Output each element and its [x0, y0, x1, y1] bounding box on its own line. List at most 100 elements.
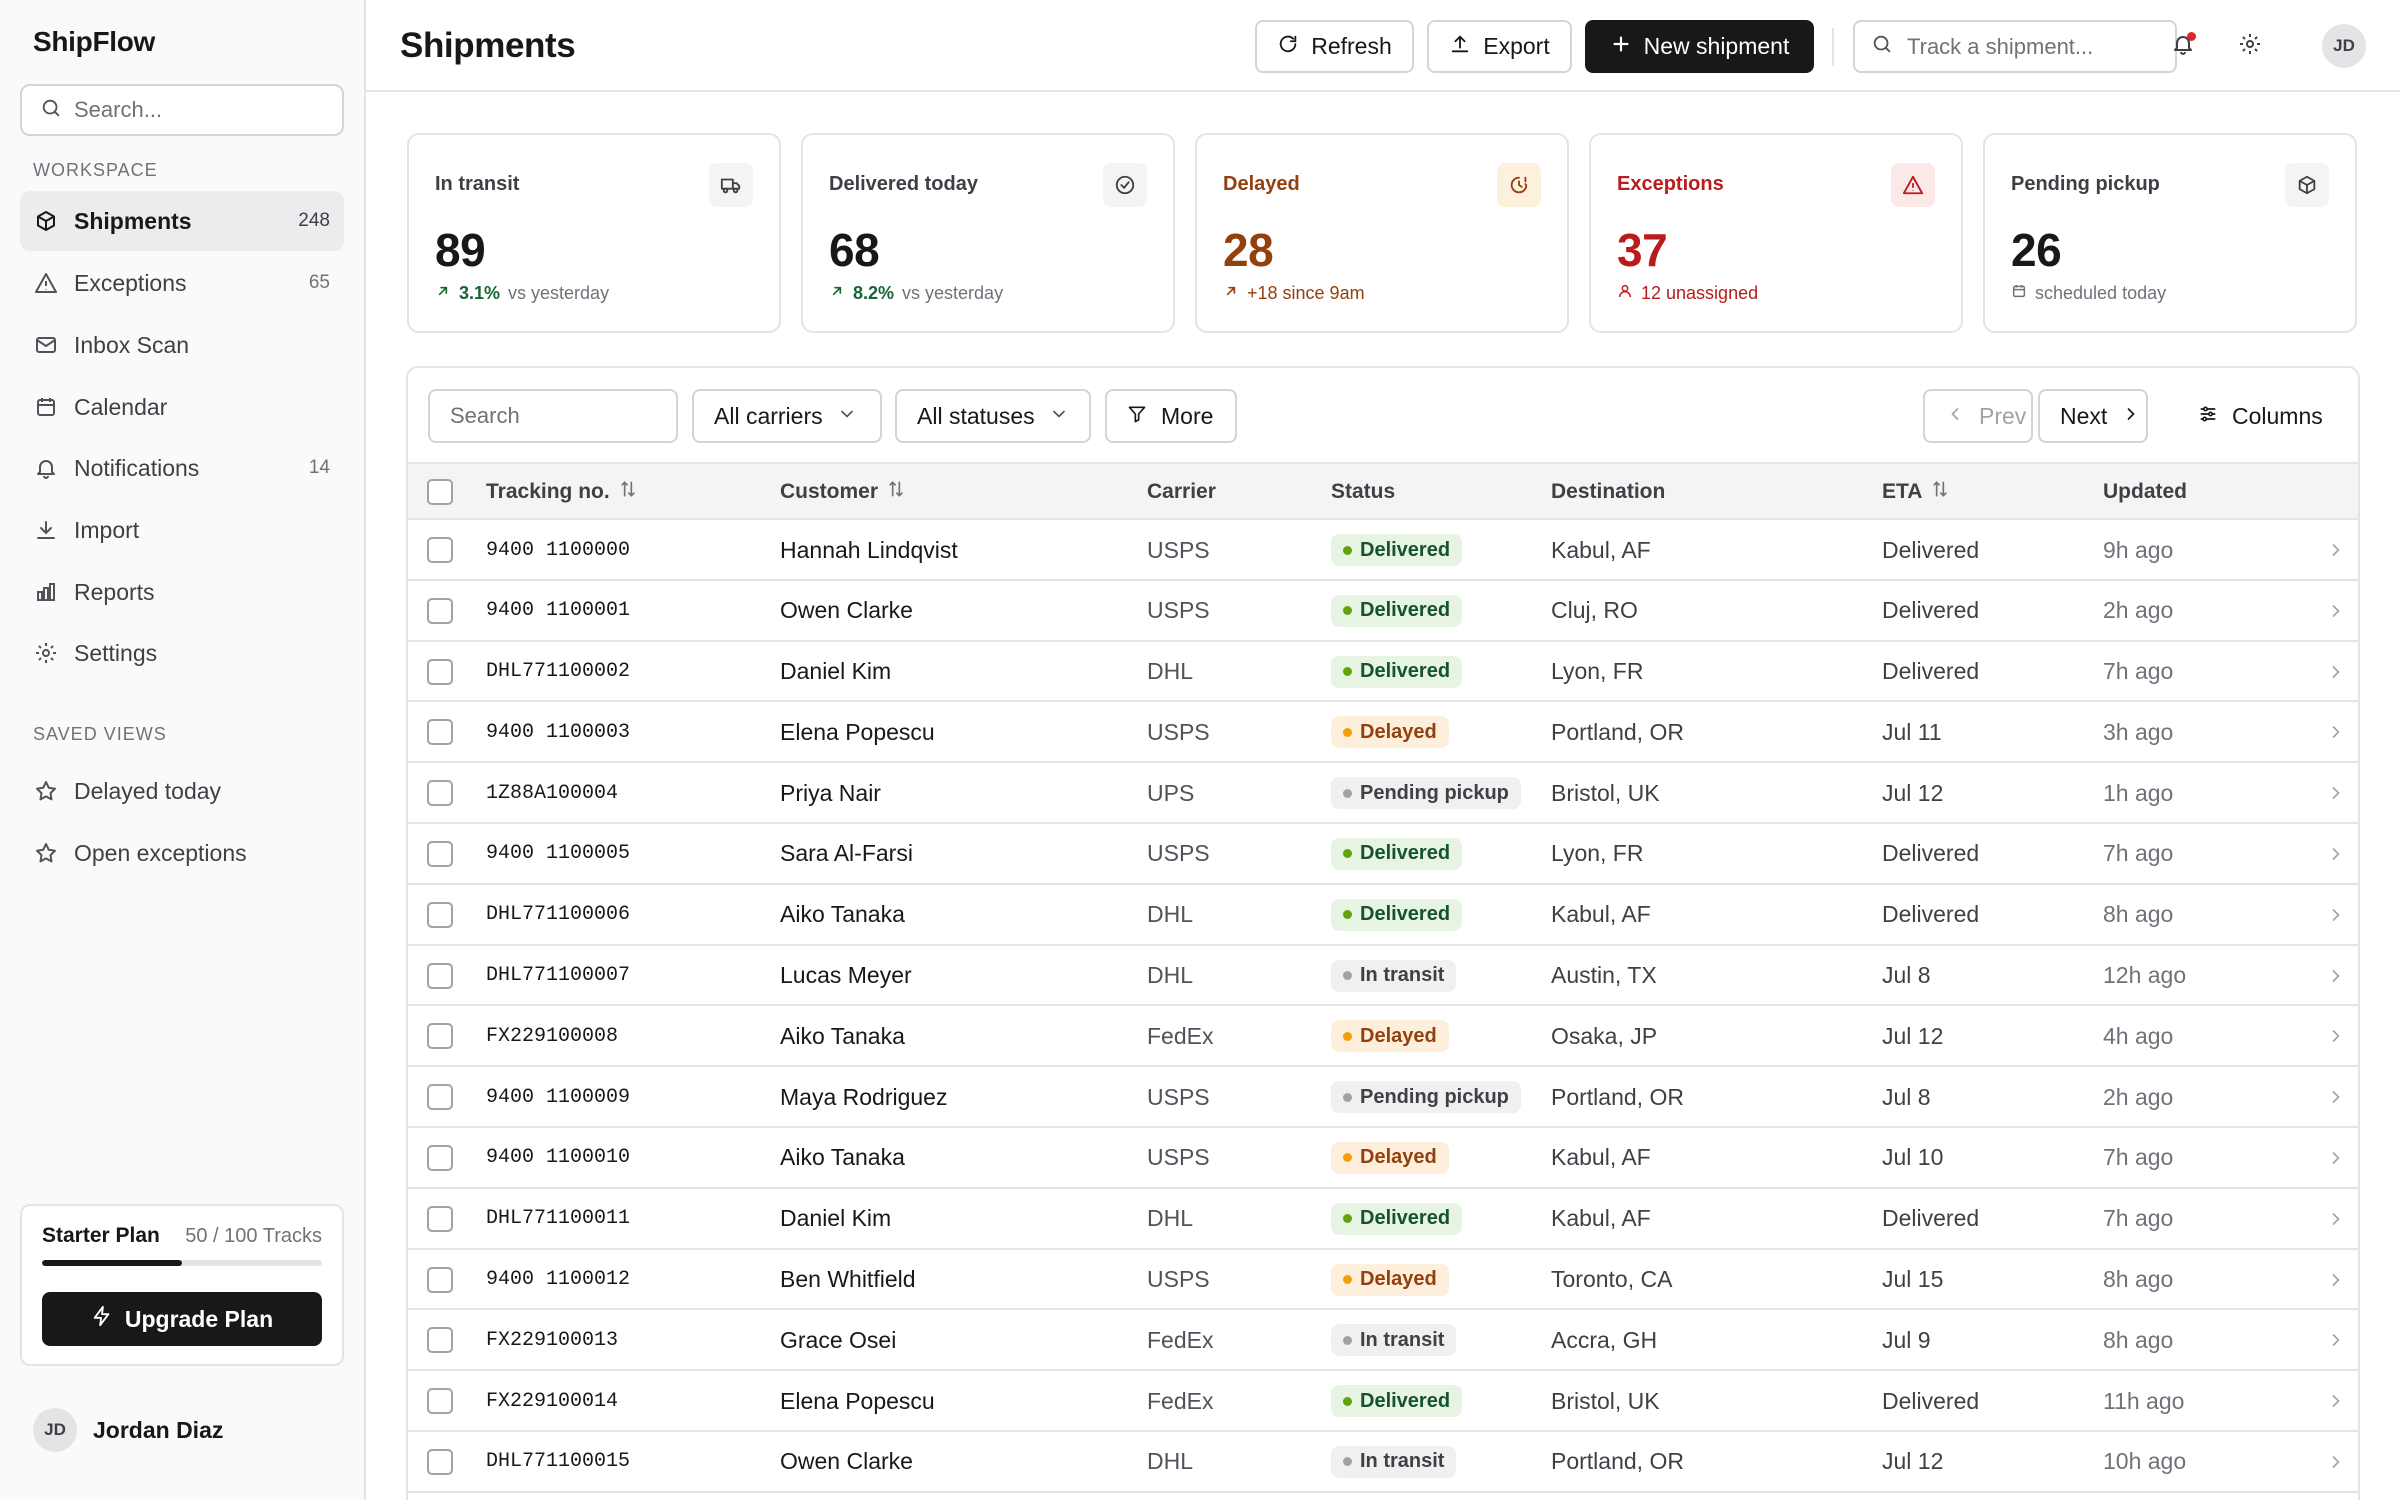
table-search-input[interactable]: [428, 389, 678, 443]
sidebar-item-settings[interactable]: Settings: [20, 623, 344, 683]
table-row[interactable]: 9400 1100010 Aiko Tanaka USPS Delayed Kabul,…: [408, 1128, 2358, 1189]
chevron-right-icon[interactable]: [2326, 601, 2346, 621]
export-button[interactable]: Export: [1427, 20, 1572, 73]
row-checkbox[interactable]: [427, 1388, 453, 1415]
row-checkbox[interactable]: [427, 780, 453, 807]
cell-tracking[interactable]: FX229100013: [486, 1328, 619, 1352]
chevron-right-icon[interactable]: [2326, 722, 2346, 742]
notifications-button[interactable]: [2161, 24, 2205, 68]
table-row[interactable]: 1Z88A100004 Priya Nair UPS Pending pickup Br…: [408, 763, 2358, 824]
cell-tracking[interactable]: 9400 1100012: [486, 1268, 631, 1292]
refresh-button[interactable]: Refresh: [1255, 20, 1414, 73]
cell-tracking[interactable]: FX229100008: [486, 1024, 619, 1048]
chevron-right-icon[interactable]: [2326, 1087, 2346, 1107]
track-shipment-input[interactable]: [1907, 33, 2177, 60]
cell-destination: Cluj, RO: [1551, 597, 1638, 624]
more-filters-button[interactable]: More: [1105, 389, 1237, 443]
chevron-down-icon: [837, 403, 857, 430]
avatar[interactable]: JD: [2322, 24, 2366, 68]
cell-tracking[interactable]: 1Z88A100004: [486, 781, 619, 805]
row-checkbox[interactable]: [427, 719, 453, 746]
sidebar-item-inbox-scan[interactable]: Inbox Scan: [20, 315, 344, 375]
cell-tracking[interactable]: DHL771100006: [486, 903, 631, 927]
table-row[interactable]: FX229100013 Grace Osei FedEx In transit Accr…: [408, 1310, 2358, 1372]
upgrade-plan-button[interactable]: Upgrade Plan: [42, 1292, 322, 1346]
row-checkbox[interactable]: [427, 658, 453, 685]
chevron-right-icon[interactable]: [2326, 966, 2346, 986]
saved-view-open-exceptions[interactable]: Open exceptions: [20, 823, 344, 883]
carrier-filter-dropdown[interactable]: All carriers: [692, 389, 882, 443]
next-page-button[interactable]: Next: [2038, 389, 2148, 443]
chevron-right-icon[interactable]: [2326, 783, 2346, 803]
chevron-right-icon[interactable]: [2326, 662, 2346, 682]
track-shipment-search[interactable]: [1853, 20, 2177, 73]
table-row[interactable]: DHL771100011 Daniel Kim DHL Delivered Kabul,…: [408, 1189, 2358, 1250]
cell-tracking[interactable]: DHL771100015: [486, 1450, 631, 1474]
user-profile[interactable]: JD Jordan Diaz: [33, 1408, 223, 1452]
column-header-customer[interactable]: Customer: [780, 464, 906, 520]
chevron-right-icon[interactable]: [2326, 1452, 2346, 1472]
row-checkbox[interactable]: [427, 597, 453, 624]
cell-tracking[interactable]: 9400 1100001: [486, 599, 631, 623]
chevron-right-icon[interactable]: [2326, 1391, 2346, 1411]
cell-tracking[interactable]: DHL771100011: [486, 1207, 631, 1231]
sidebar-item-shipments[interactable]: Shipments 248: [20, 191, 344, 251]
table-row[interactable]: 9400 1100003 Elena Popescu USPS Delayed Port…: [408, 702, 2358, 764]
sidebar-item-import[interactable]: Import: [20, 500, 344, 560]
table-row[interactable]: 9400 1100009 Maya Rodriguez USPS Pending pi…: [408, 1067, 2358, 1128]
cell-tracking[interactable]: 9400 1100009: [486, 1085, 631, 1109]
table-row[interactable]: DHL771100006 Aiko Tanaka DHL Delivered Kabul…: [408, 885, 2358, 946]
new-shipment-button[interactable]: New shipment: [1585, 20, 1814, 73]
table-row[interactable]: FX229100014 Elena Popescu FedEx Delivered Br…: [408, 1371, 2358, 1432]
chevron-right-icon[interactable]: [2326, 1026, 2346, 1046]
chevron-right-icon[interactable]: [2326, 1330, 2346, 1350]
row-checkbox[interactable]: [427, 537, 453, 563]
chevron-right-icon[interactable]: [2326, 1270, 2346, 1290]
sidebar-item-exceptions[interactable]: Exceptions 65: [20, 253, 344, 313]
sidebar-item-calendar[interactable]: Calendar: [20, 377, 344, 437]
cell-tracking[interactable]: FX229100014: [486, 1389, 619, 1413]
cell-tracking[interactable]: 9400 1100005: [486, 842, 631, 866]
status-filter-dropdown[interactable]: All statuses: [895, 389, 1091, 443]
column-header-eta[interactable]: ETA: [1882, 464, 1950, 520]
sidebar-search-input[interactable]: [74, 97, 334, 123]
row-checkbox[interactable]: [427, 901, 453, 928]
chevron-right-icon[interactable]: [2326, 540, 2346, 560]
saved-view-delayed-today[interactable]: Delayed today: [20, 761, 344, 821]
row-checkbox[interactable]: [427, 1327, 453, 1354]
row-checkbox[interactable]: [427, 1023, 453, 1050]
prev-page-button[interactable]: Prev: [1923, 389, 2033, 443]
table-row[interactable]: FX229100008 Aiko Tanaka FedEx Delayed Osaka,…: [408, 1006, 2358, 1068]
column-header-tracking[interactable]: Tracking no.: [486, 464, 638, 520]
settings-button[interactable]: [2228, 24, 2272, 68]
chevron-right-icon[interactable]: [2326, 844, 2346, 864]
sidebar-item-notifications[interactable]: Notifications 14: [20, 438, 344, 498]
chevron-right-icon[interactable]: [2326, 1148, 2346, 1168]
table-row[interactable]: 9400 1100000 Hannah Lindqvist USPS Delivere…: [408, 520, 2358, 581]
table-row[interactable]: 9400 1100001 Owen Clarke USPS Delivered Cluj…: [408, 581, 2358, 642]
row-checkbox[interactable]: [427, 1144, 453, 1171]
chevron-right-icon[interactable]: [2326, 905, 2346, 925]
row-checkbox[interactable]: [427, 1205, 453, 1232]
table-row[interactable]: DHL771100007 Lucas Meyer DHL In transit Aust…: [408, 946, 2358, 1007]
cell-tracking[interactable]: DHL771100002: [486, 660, 631, 684]
cell-customer: Elena Popescu: [780, 718, 935, 745]
cell-tracking[interactable]: DHL771100007: [486, 964, 631, 988]
row-checkbox[interactable]: [427, 962, 453, 989]
table-row[interactable]: 9400 1100005 Sara Al-Farsi USPS Delivered Ly…: [408, 824, 2358, 885]
row-checkbox[interactable]: [427, 840, 453, 867]
row-checkbox[interactable]: [427, 1266, 453, 1293]
row-checkbox[interactable]: [427, 1448, 453, 1475]
cell-tracking[interactable]: 9400 1100003: [486, 720, 631, 744]
sidebar-item-reports[interactable]: Reports: [20, 562, 344, 622]
cell-tracking[interactable]: 9400 1100010: [486, 1146, 631, 1170]
table-row[interactable]: DHL771100015 Owen Clarke DHL In transit Port…: [408, 1432, 2358, 1493]
sidebar-search[interactable]: [20, 84, 344, 136]
select-all-checkbox[interactable]: [427, 479, 453, 505]
columns-button[interactable]: Columns: [2178, 389, 2348, 443]
table-row[interactable]: DHL771100002 Daniel Kim DHL Delivered Lyon, …: [408, 642, 2358, 703]
row-checkbox[interactable]: [427, 1084, 453, 1111]
chevron-right-icon[interactable]: [2326, 1209, 2346, 1229]
table-row[interactable]: 9400 1100012 Ben Whitfield USPS Delayed Toro…: [408, 1250, 2358, 1311]
cell-tracking[interactable]: 9400 1100000: [486, 538, 631, 562]
